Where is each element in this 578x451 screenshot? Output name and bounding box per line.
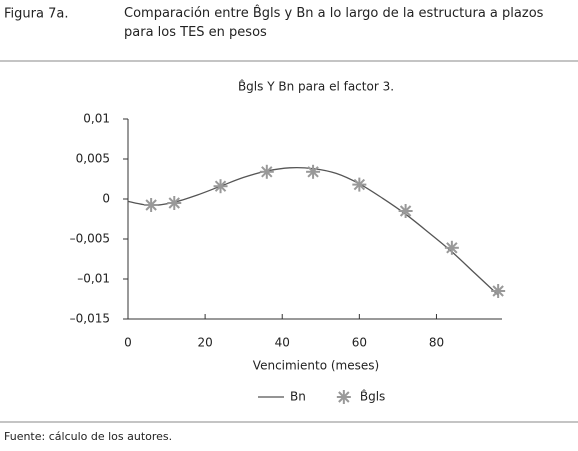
star-marker (491, 284, 506, 298)
legend-symbol (336, 390, 351, 404)
star-stroke (338, 391, 350, 403)
y-tick-label: –0,015 (70, 312, 110, 326)
star-stroke (307, 166, 319, 178)
star-marker (167, 196, 182, 210)
star-marker (259, 164, 274, 179)
star-stroke (145, 199, 157, 211)
star-stroke (353, 178, 366, 191)
y-tick-label: 0 (102, 192, 110, 206)
legend-label: Bn (290, 390, 306, 404)
x-axis-label: Vencimiento (meses) (253, 359, 379, 373)
caption-box: Comparación entre B̂gls y Bn a lo largo … (124, 6, 544, 40)
y-tick-label: –0,01 (77, 272, 110, 286)
star-stroke (399, 205, 412, 217)
figure-label: Figura 7a. (4, 7, 68, 22)
star-marker (398, 204, 413, 218)
star-stroke (492, 285, 504, 297)
x-tick-label: 20 (197, 336, 212, 350)
star-stroke (261, 166, 273, 178)
x-tick-label: 0 (124, 336, 132, 350)
star-marker (444, 240, 459, 255)
x-tick-label: 40 (275, 336, 290, 350)
y-tick-label: 0,005 (76, 152, 110, 166)
legend-label: B̂gls (360, 389, 385, 403)
star-marker (213, 179, 228, 194)
y-tick-label: –0,005 (70, 232, 110, 246)
star-marker (352, 177, 367, 192)
figure-caption: Comparación entre B̂gls y Bn a lo largo … (124, 6, 544, 40)
star-marker (306, 164, 321, 179)
series-line (127, 166, 499, 296)
source: Fuente: cálculo de los autores. (4, 430, 172, 443)
y-tick-label: 0,01 (83, 112, 110, 126)
chart-title: B̂gls Y Bn para el factor 3. (238, 79, 394, 93)
x-tick-label: 60 (352, 336, 367, 350)
star-stroke (446, 242, 458, 254)
star-stroke (214, 180, 227, 192)
x-tick-label: 80 (429, 336, 444, 350)
star-stroke (168, 197, 180, 209)
star-marker (144, 198, 159, 212)
